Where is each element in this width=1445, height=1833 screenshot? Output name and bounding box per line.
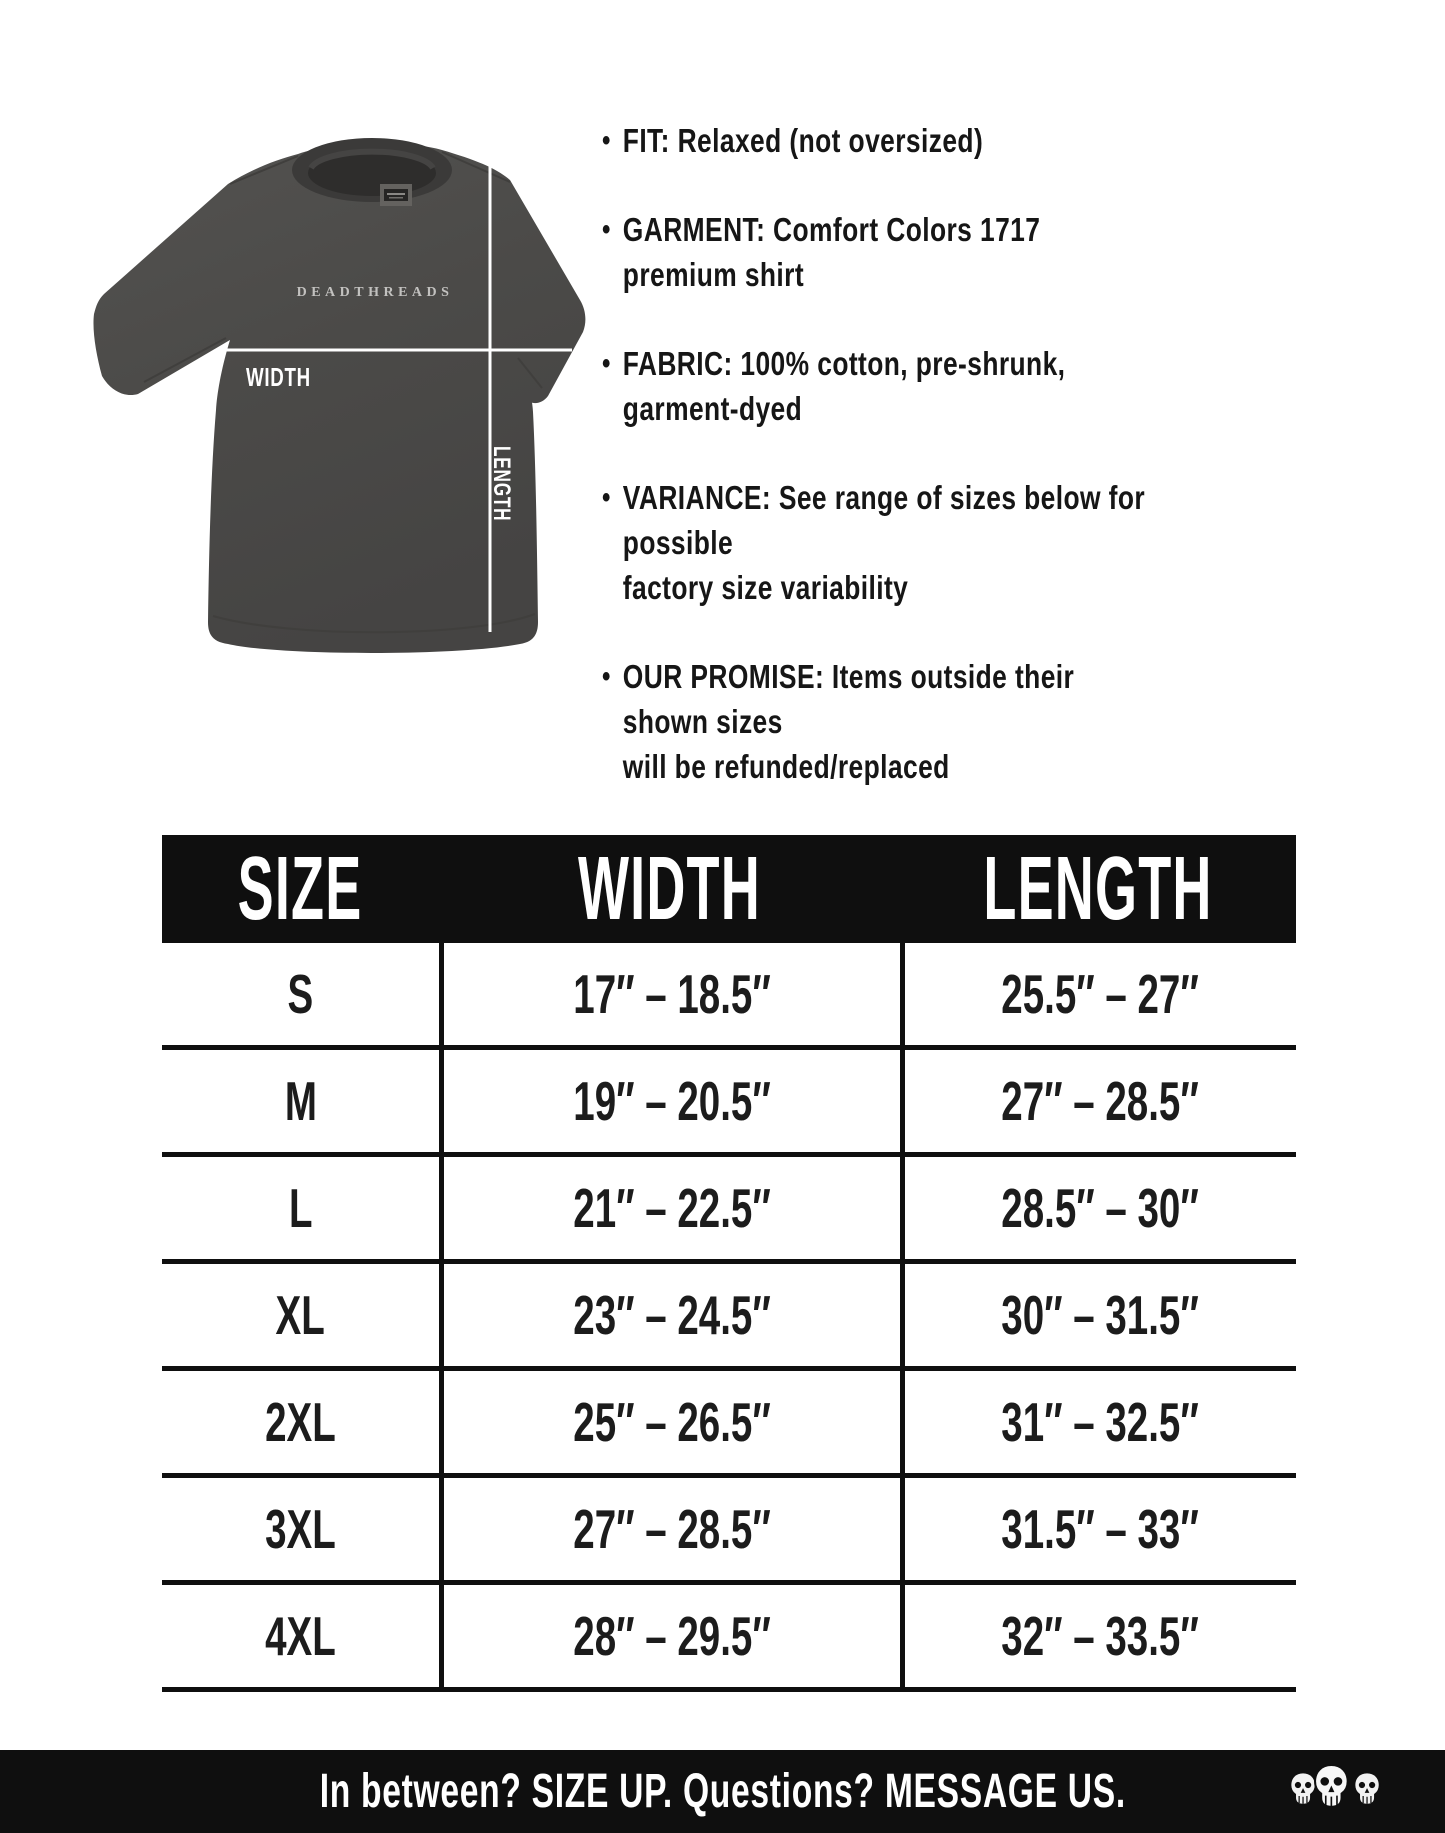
cell-size: M (284, 1070, 317, 1132)
spec-bullet-fabric: • FABRIC: 100% cotton, pre-shrunk, garme… (602, 341, 1162, 431)
bullet-dot-icon: • (602, 124, 611, 157)
table-row: L 21″ – 22.5″ 28.5″ – 30″ (162, 1157, 1296, 1264)
spec-bullet-fit: • FIT: Relaxed (not oversized) (602, 118, 1162, 163)
brand-print-text: DEADTHREADS (297, 285, 454, 300)
header-width-label: WIDTH (578, 838, 761, 939)
bullet-dot-icon: • (602, 660, 611, 693)
bullet-dot-icon: • (602, 481, 611, 514)
skull-center (1314, 1764, 1349, 1808)
header-size-label: SIZE (238, 838, 363, 939)
table-header: SIZE WIDTH LENGTH (162, 835, 1296, 943)
cell-size: 4XL (265, 1605, 336, 1667)
cell-width: 25″ – 26.5″ (439, 1371, 900, 1473)
spec-text: OUR PROMISE: Items outside their shown s… (622, 658, 1075, 785)
hem-stitch (212, 613, 536, 634)
table-row: S 17″ – 18.5″ 25.5″ – 27″ (162, 943, 1296, 1050)
table-row: 2XL 25″ – 26.5″ 31″ – 32.5″ (162, 1371, 1296, 1478)
cell-length: 25.5″ – 27″ (900, 943, 1296, 1045)
cell-length: 32″ – 33.5″ (900, 1585, 1296, 1687)
spec-text: VARIANCE: See range of sizes below for p… (622, 479, 1146, 606)
table-row: 3XL 27″ – 28.5″ 31.5″ – 33″ (162, 1478, 1296, 1585)
spec-bullet-promise: • OUR PROMISE: Items outside their shown… (602, 654, 1162, 789)
skull-right (1353, 1771, 1381, 1806)
cell-size: S (287, 963, 314, 1025)
table-row: XL 23″ – 24.5″ 30″ – 31.5″ (162, 1264, 1296, 1371)
bullet-dot-icon: • (602, 213, 611, 246)
cell-width: 17″ – 18.5″ (439, 943, 900, 1045)
neck-tag (380, 184, 412, 206)
cell-length: 28.5″ – 30″ (900, 1157, 1296, 1259)
header-width: WIDTH (439, 835, 900, 943)
shirt-graphic: DEADTHREADS WIDTH LENGTH (93, 138, 586, 653)
spec-bullet-variance: • VARIANCE: See range of sizes below for… (602, 475, 1162, 610)
header-size: SIZE (162, 835, 439, 943)
cell-size: L (288, 1177, 313, 1239)
header-length: LENGTH (900, 835, 1296, 943)
cell-size: 2XL (265, 1391, 336, 1453)
cell-width: 27″ – 28.5″ (439, 1478, 900, 1580)
width-label: WIDTH (246, 362, 311, 392)
footer-bar: In between? SIZE UP. Questions? MESSAGE … (0, 1750, 1445, 1833)
shirt-figure: DEADTHREADS WIDTH LENGTH (80, 110, 595, 670)
cell-width: 23″ – 24.5″ (439, 1264, 900, 1366)
spec-list: • FIT: Relaxed (not oversized) • GARMENT… (602, 118, 1162, 833)
header-length-label: LENGTH (983, 838, 1213, 939)
cell-size: 3XL (265, 1498, 336, 1560)
skull-left (1289, 1771, 1317, 1806)
spec-text: FABRIC: 100% cotton, pre-shrunk, garment… (622, 345, 1066, 427)
cell-size: XL (275, 1284, 326, 1346)
cell-length: 31.5″ – 33″ (900, 1478, 1296, 1580)
cell-length: 31″ – 32.5″ (900, 1371, 1296, 1473)
spec-bullet-garment: • GARMENT: Comfort Colors 1717 premium s… (602, 207, 1162, 297)
cell-width: 21″ – 22.5″ (439, 1157, 900, 1259)
three-skulls-icon (1289, 1764, 1381, 1808)
cell-length: 30″ – 31.5″ (900, 1264, 1296, 1366)
length-label: LENGTH (488, 446, 514, 521)
footer-message: In between? SIZE UP. Questions? MESSAGE … (319, 1765, 1126, 1818)
size-chart-table: SIZE WIDTH LENGTH S 17″ – 18.5″ 25.5″ – … (162, 835, 1296, 1692)
shoulder-seam-left (229, 155, 299, 185)
spec-text: FIT: Relaxed (not oversized) (622, 122, 984, 159)
shoulder-seam-right (441, 151, 511, 183)
collar-inner-back (308, 148, 436, 170)
table-row: 4XL 28″ – 29.5″ 32″ – 33.5″ (162, 1585, 1296, 1692)
cell-length: 27″ – 28.5″ (900, 1050, 1296, 1152)
spec-text: GARMENT: Comfort Colors 1717 premium shi… (622, 211, 1041, 293)
cuff-seam-right (517, 357, 543, 389)
table-row: M 19″ – 20.5″ 27″ – 28.5″ (162, 1050, 1296, 1157)
cell-width: 19″ – 20.5″ (439, 1050, 900, 1152)
cell-width: 28″ – 29.5″ (439, 1585, 900, 1687)
shirt-body (93, 143, 586, 653)
bullet-dot-icon: • (602, 347, 611, 380)
cuff-seam-left (143, 337, 227, 383)
